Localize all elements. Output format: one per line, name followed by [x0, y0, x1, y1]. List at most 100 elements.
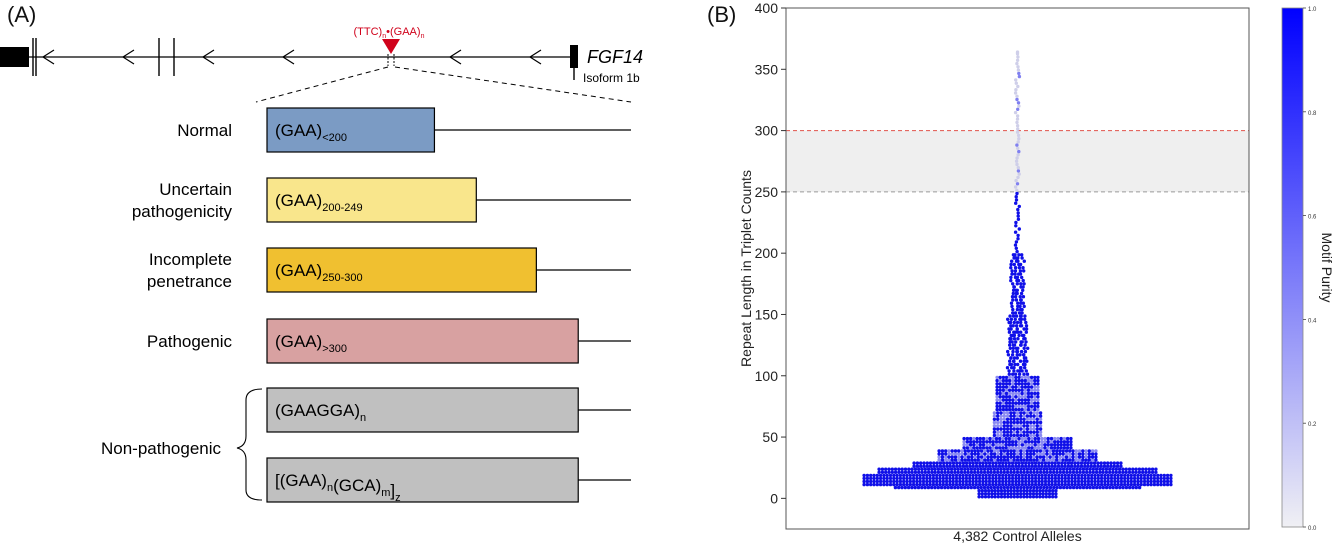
allele-point — [907, 467, 911, 471]
allele-point — [1006, 349, 1010, 354]
allele-point — [1014, 382, 1018, 386]
allele-point — [1012, 433, 1016, 438]
allele-point — [1073, 476, 1077, 481]
allele-point — [1045, 485, 1049, 490]
allele-point — [1009, 449, 1013, 453]
allele-point — [1007, 482, 1011, 487]
allele-point — [1014, 195, 1018, 199]
allele-point — [921, 479, 926, 484]
allele-point — [1007, 391, 1012, 396]
allele-point — [1011, 395, 1015, 399]
allele-point — [1004, 461, 1008, 465]
allele-point — [1024, 320, 1028, 325]
allele-point — [1053, 464, 1057, 468]
allele-point — [1065, 436, 1070, 441]
allele-point — [955, 464, 959, 468]
allele-point — [1012, 470, 1016, 474]
allele-point — [946, 470, 950, 474]
allele-point — [1019, 495, 1023, 499]
allele-point — [1009, 337, 1013, 341]
allele-point — [984, 473, 988, 478]
allele-point — [977, 495, 981, 499]
allele-point — [1078, 485, 1082, 490]
allele-point — [1048, 467, 1053, 471]
allele-point — [1025, 427, 1030, 431]
allele-point — [999, 455, 1003, 459]
allele-point — [972, 443, 976, 447]
allele-point — [991, 446, 995, 450]
allele-point — [1069, 443, 1073, 447]
allele-point — [1010, 479, 1015, 484]
allele-point — [1149, 473, 1153, 478]
allele-point — [948, 473, 952, 478]
allele-point — [1066, 473, 1071, 478]
allele-point — [1054, 495, 1058, 499]
allele-point — [949, 467, 954, 471]
allele-point — [959, 485, 964, 490]
allele-point — [1077, 458, 1082, 462]
allele-point — [1015, 414, 1020, 418]
allele-point — [1083, 482, 1087, 487]
allele-point — [987, 479, 992, 484]
allele-point — [1024, 476, 1028, 481]
allele-point — [991, 443, 995, 447]
allele-point — [1150, 467, 1155, 471]
allele-point — [964, 461, 969, 465]
allele-point — [1029, 375, 1034, 380]
allele-point — [970, 452, 974, 456]
allele-point — [1015, 130, 1020, 134]
allele-point — [978, 443, 982, 447]
allele-point — [915, 464, 920, 468]
allele-point — [1012, 414, 1016, 418]
allele-point — [1006, 458, 1010, 462]
allele-point — [920, 485, 924, 490]
allele-point — [996, 455, 1000, 459]
allele-point — [1016, 166, 1020, 170]
allele-point — [1010, 482, 1015, 487]
allele-point — [1016, 346, 1020, 350]
allele-point — [1017, 476, 1021, 481]
allele-point — [1025, 458, 1029, 462]
allele-point — [944, 482, 949, 487]
allele-point — [992, 485, 997, 490]
allele-point — [990, 492, 994, 496]
allele-point — [908, 479, 912, 484]
repeat-box — [266, 107, 436, 153]
allele-point — [1057, 482, 1061, 487]
allele-point — [1056, 446, 1060, 450]
allele-point — [951, 476, 955, 481]
allele-point — [1032, 470, 1036, 474]
allele-point — [1017, 473, 1021, 478]
allele-point — [1087, 449, 1091, 453]
allele-point — [1106, 464, 1110, 468]
allele-point — [910, 470, 914, 474]
allele-point — [1022, 420, 1026, 425]
allele-point — [992, 458, 997, 462]
allele-point — [1011, 407, 1015, 412]
allele-rows: (GAA)<200Normal(GAA)200-249Uncertainpath… — [132, 107, 631, 504]
allele-point — [1029, 467, 1033, 471]
allele-point — [1103, 482, 1107, 487]
allele-point — [1036, 395, 1040, 399]
allele-point — [983, 495, 988, 499]
allele-point — [1001, 385, 1006, 389]
allele-point — [1035, 411, 1039, 415]
allele-point — [991, 440, 995, 444]
panel-a-diagram: (TTC)n•(GAA)n FGF14 Isoform 1b (GAA)<200… — [0, 26, 643, 504]
allele-point — [1059, 443, 1063, 447]
allele-point — [968, 464, 972, 468]
allele-point — [996, 492, 1000, 496]
allele-point — [1007, 440, 1012, 444]
allele-point — [1007, 372, 1011, 376]
allele-point — [1025, 452, 1029, 456]
allele-point — [1017, 385, 1021, 389]
allele-point — [1007, 398, 1012, 402]
allele-point — [915, 482, 919, 487]
allele-point — [1113, 476, 1117, 481]
allele-point — [1024, 369, 1028, 373]
allele-point — [998, 401, 1002, 405]
allele-point — [991, 479, 995, 484]
allele-point — [1159, 476, 1163, 481]
allele-point — [1015, 50, 1020, 54]
allele-point — [987, 464, 992, 468]
